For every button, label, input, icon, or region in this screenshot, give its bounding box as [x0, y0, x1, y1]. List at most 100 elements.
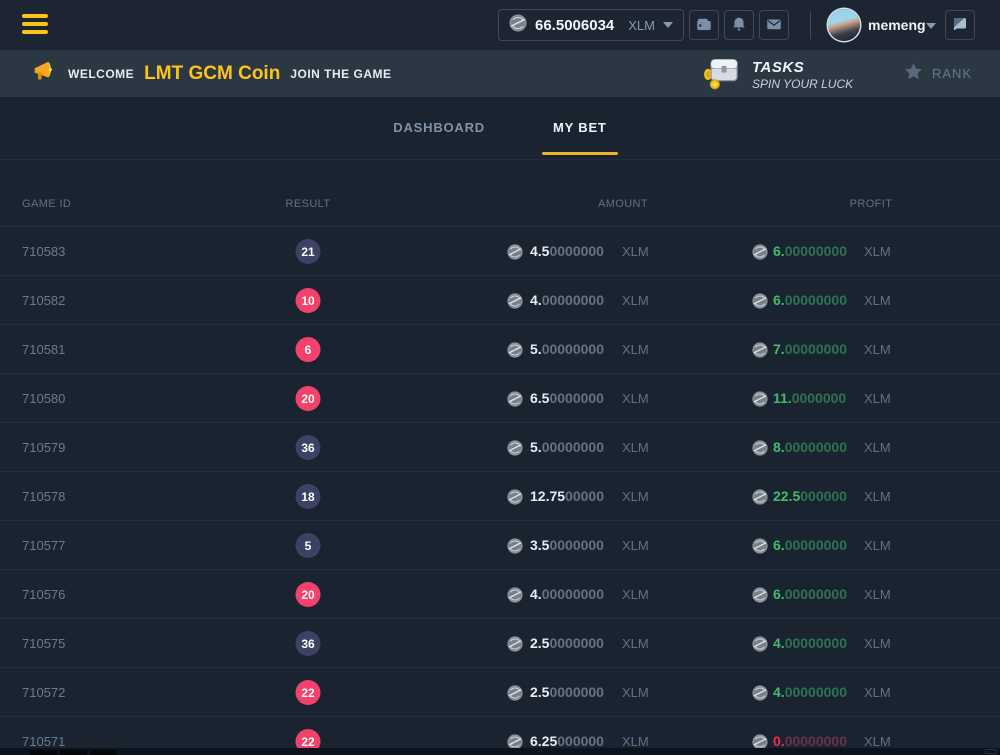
- xlm-coin-icon: [752, 587, 768, 608]
- game-id: 710572: [22, 668, 65, 717]
- profit-main: 4.: [773, 684, 785, 700]
- topbar-divider: [810, 11, 811, 39]
- profit-zeros: 00000000: [785, 439, 847, 455]
- result-badge: 10: [296, 288, 321, 313]
- messages-button[interactable]: [759, 10, 789, 40]
- xlm-coin-icon: [752, 293, 768, 314]
- xlm-coin-icon: [507, 391, 523, 412]
- bet-amount: 4.50000000: [530, 227, 604, 276]
- rank-label: RANK: [932, 66, 972, 81]
- xlm-coin-icon: [507, 293, 523, 314]
- tasks-title: TASKS: [752, 59, 853, 76]
- profit-main: 11.: [773, 390, 792, 406]
- xlm-label: XLM: [864, 227, 891, 276]
- xlm-label: XLM: [864, 521, 891, 570]
- xlm-label: XLM: [864, 374, 891, 423]
- avatar[interactable]: [828, 9, 860, 41]
- bet-row[interactable]: 710579 36 5.00000000 XLM 8.00000000 XLM: [0, 423, 1000, 472]
- bet-profit: 6.00000000: [773, 276, 847, 325]
- bet-profit: 4.00000000: [773, 619, 847, 668]
- bet-amount: 4.00000000: [530, 570, 604, 619]
- username[interactable]: memeng: [868, 0, 926, 50]
- profit-zeros: 00000000: [785, 733, 847, 749]
- amount-main: 6.25: [530, 733, 557, 749]
- game-id: 710577: [22, 521, 65, 570]
- chat-icon: [951, 15, 969, 36]
- bet-row[interactable]: 710575 36 2.50000000 XLM 4.00000000 XLM: [0, 619, 1000, 668]
- amount-zeros: 0000000: [549, 635, 604, 651]
- amount-main: 4.: [530, 586, 542, 602]
- profit-zeros: 00000000: [785, 684, 847, 700]
- bet-row[interactable]: 710577 5 3.50000000 XLM 6.00000000 XLM: [0, 521, 1000, 570]
- notifications-button[interactable]: [724, 10, 754, 40]
- bet-row[interactable]: 710582 10 4.00000000 XLM 6.00000000 XLM: [0, 276, 1000, 325]
- bet-profit: 6.00000000: [773, 521, 847, 570]
- amount-zeros: 0000000: [549, 684, 604, 700]
- bet-row[interactable]: 710581 6 5.00000000 XLM 7.00000000 XLM: [0, 325, 1000, 374]
- result-badge: 18: [296, 484, 321, 509]
- result-badge: 21: [296, 239, 321, 264]
- result-badge: 36: [296, 435, 321, 460]
- amount-main: 5.: [530, 341, 542, 357]
- amount-main: 2.5: [530, 684, 549, 700]
- xlm-coin-icon: [752, 636, 768, 657]
- bet-amount: 3.50000000: [530, 521, 604, 570]
- balance-selector[interactable]: 66.5006034 XLM: [498, 9, 684, 41]
- xlm-label: XLM: [864, 472, 891, 521]
- bet-row[interactable]: 710580 20 6.50000000 XLM 11.0000000 XLM: [0, 374, 1000, 423]
- xlm-label: XLM: [622, 619, 649, 668]
- xlm-coin-icon: [507, 685, 523, 706]
- profit-main: 6.: [773, 243, 785, 259]
- amount-main: 4.5: [530, 243, 549, 259]
- amount-zeros: 0000000: [549, 537, 604, 553]
- xlm-coin-icon: [507, 538, 523, 559]
- topbar: 66.5006034 XLM: [0, 0, 1000, 50]
- tab-dashboard[interactable]: DASHBOARD: [382, 97, 496, 159]
- bet-profit: 8.00000000: [773, 423, 847, 472]
- result-badge: 20: [296, 582, 321, 607]
- xlm-coin-icon: [752, 391, 768, 412]
- xlm-coin-icon: [752, 489, 768, 510]
- xlm-label: XLM: [864, 423, 891, 472]
- chevron-down-icon: [663, 22, 673, 28]
- wallet-button[interactable]: [689, 10, 719, 40]
- profit-main: 0.: [773, 733, 785, 749]
- xlm-coin-icon: [752, 342, 768, 363]
- footer-edge: [0, 748, 1000, 755]
- xlm-label: XLM: [622, 276, 649, 325]
- bet-amount: 2.50000000: [530, 668, 604, 717]
- bet-row[interactable]: 710583 21 4.50000000 XLM 6.00000000 XLM: [0, 227, 1000, 276]
- rank-widget[interactable]: RANK: [903, 50, 972, 97]
- game-id: 710575: [22, 619, 65, 668]
- profit-zeros: 00000000: [785, 537, 847, 553]
- chat-button[interactable]: [945, 10, 975, 40]
- chevron-down-icon[interactable]: [926, 23, 936, 29]
- amount-zeros: 0000000: [549, 390, 604, 406]
- xlm-label: XLM: [622, 423, 649, 472]
- result-badge: 22: [296, 680, 321, 705]
- tab-my-bet[interactable]: MY BET: [542, 97, 618, 159]
- game-id: 710579: [22, 423, 65, 472]
- bet-row[interactable]: 710578 18 12.7500000 XLM 22.5000000 XLM: [0, 472, 1000, 521]
- bet-profit: 4.00000000: [773, 668, 847, 717]
- profit-zeros: 00000000: [785, 243, 847, 259]
- xlm-coin-icon: [507, 636, 523, 657]
- bet-profit: 6.00000000: [773, 227, 847, 276]
- app-window: 66.5006034 XLM: [0, 0, 1000, 755]
- xlm-label: XLM: [864, 668, 891, 717]
- tasks-widget[interactable]: TASKS SPIN YOUR LUCK: [700, 53, 853, 96]
- bet-amount: 4.00000000: [530, 276, 604, 325]
- game-id: 710583: [22, 227, 65, 276]
- tasks-subtitle: SPIN YOUR LUCK: [752, 77, 853, 91]
- bet-row[interactable]: 710576 20 4.00000000 XLM 6.00000000 XLM: [0, 570, 1000, 619]
- xlm-coin-icon: [507, 342, 523, 363]
- bet-amount: 12.7500000: [530, 472, 604, 521]
- header-result: RESULT: [286, 198, 331, 210]
- bet-row[interactable]: 710572 22 2.50000000 XLM 4.00000000 XLM: [0, 668, 1000, 717]
- profit-main: 6.: [773, 586, 785, 602]
- header-profit: PROFIT: [850, 198, 893, 210]
- header-game-id: GAME ID: [22, 198, 71, 210]
- amount-zeros: 00000: [565, 488, 604, 504]
- xlm-label: XLM: [864, 325, 891, 374]
- menu-icon[interactable]: [22, 14, 48, 38]
